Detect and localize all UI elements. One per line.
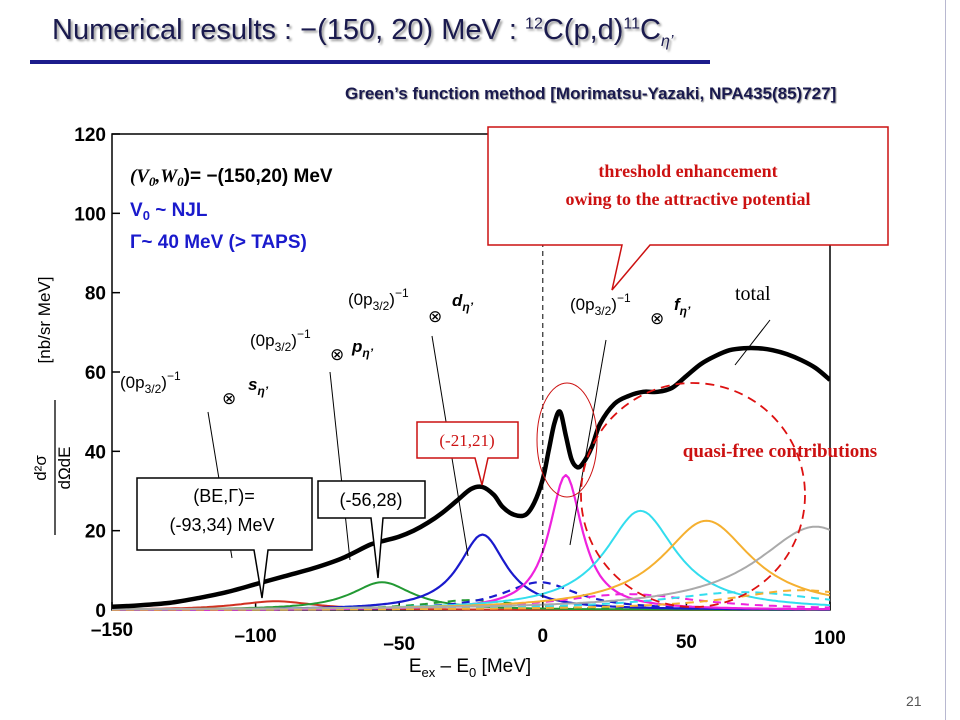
reference-text: Green’s function method [Morimatsu-Yazak…: [345, 84, 837, 103]
y-tick-label: 0: [95, 601, 106, 622]
y-label-unit: [nb/sr MeV]: [35, 277, 54, 364]
axes: 0 20 40 60 80 100 120 –150 –100 –50 0 50 100: [74, 125, 846, 655]
x-tick-label: 0: [538, 626, 549, 647]
svg-text:fη’: fη’: [674, 295, 691, 318]
svg-text:⊗: ⊗: [222, 389, 236, 408]
be-gamma-line-1: (BE,Γ)=: [193, 486, 254, 506]
series-total: [112, 345, 830, 610]
be-gamma-callout: (BE,Γ)= (-93,34) MeV: [136, 477, 313, 599]
y-label-numerator: d²σ: [31, 455, 50, 481]
y-tick-label: 80: [85, 284, 106, 305]
label-s-orbital: (0p3/2)−1 ⊗ sη’: [120, 369, 269, 408]
threshold-callout: threshold enhancement owing to the attra…: [487, 126, 889, 291]
total-label: total: [735, 283, 771, 305]
y-tick-label: 40: [85, 442, 106, 463]
svg-text:⊗: ⊗: [330, 345, 344, 364]
page-number: 21: [906, 693, 922, 709]
svg-text:(0p3/2)−1: (0p3/2)−1: [250, 327, 311, 354]
params-line-1: (V0,W0)= −(150,20) MeV: [130, 166, 333, 189]
label-p-orbital: (0p3/2)−1 ⊗ pη’: [250, 327, 374, 364]
be-gamma-line-2: (-93,34) MeV: [169, 515, 274, 535]
x-tick-label: –150: [91, 620, 133, 641]
y-tick-label: 60: [85, 363, 106, 384]
bound-state-text: (-21,21): [439, 431, 494, 450]
svg-text:dη’: dη’: [452, 291, 474, 314]
slide-title: Numerical results : −(150, 20) MeV : 12C…: [52, 14, 674, 50]
params-line-3: Γ~ 40 MeV (> TAPS): [130, 232, 307, 253]
threshold-text-2: owing to the attractive potential: [566, 189, 811, 209]
x-tick-label: –50: [383, 634, 415, 655]
title-underline: [30, 60, 710, 64]
x-tick-label: –100: [234, 626, 276, 647]
y-tick-label: 120: [74, 125, 106, 146]
bound-state-callout: (-21,21): [416, 421, 519, 486]
y-tick-label: 100: [74, 204, 106, 225]
quasi-free-label: quasi-free contributions: [683, 441, 877, 462]
y-axis-label: d²σ dΩdE [nb/sr MeV]: [31, 277, 74, 535]
x-axis-label: Eex – E0 [MeV]: [409, 656, 531, 680]
series-gray: [112, 525, 830, 611]
svg-text:(0p3/2)−1: (0p3/2)−1: [570, 291, 631, 318]
right-border-line: [945, 0, 946, 720]
p-state-text: (-56,28): [339, 490, 402, 510]
svg-text:sη’: sη’: [248, 375, 269, 398]
p-state-callout: (-56,28): [317, 480, 426, 579]
label-f-orbital: (0p3/2)−1 ⊗ fη’: [570, 291, 691, 328]
series-layer: [112, 345, 830, 611]
parameter-block: (V0,W0)= −(150,20) MeV V0 ~ NJL Γ~ 40 Me…: [130, 166, 333, 253]
quasi-free-circle: [580, 382, 806, 608]
threshold-text-1: threshold enhancement: [598, 161, 777, 181]
label-d-orbital: (0p3/2)−1 ⊗ dη’: [348, 286, 474, 326]
peak-ellipse: [536, 382, 598, 498]
svg-text:⊗: ⊗: [650, 309, 664, 328]
y-tick-label: 20: [85, 522, 106, 543]
svg-text:⊗: ⊗: [428, 307, 442, 326]
y-label-denominator: dΩdE: [55, 447, 74, 490]
svg-text:pη’: pη’: [351, 337, 374, 360]
x-tick-label: 100: [814, 628, 846, 649]
svg-text:(0p3/2)−1: (0p3/2)−1: [348, 286, 409, 313]
x-tick-label: 50: [676, 632, 697, 653]
svg-text:(0p3/2)−1: (0p3/2)−1: [120, 369, 181, 396]
params-line-2: V0 ~ NJL: [130, 200, 208, 223]
